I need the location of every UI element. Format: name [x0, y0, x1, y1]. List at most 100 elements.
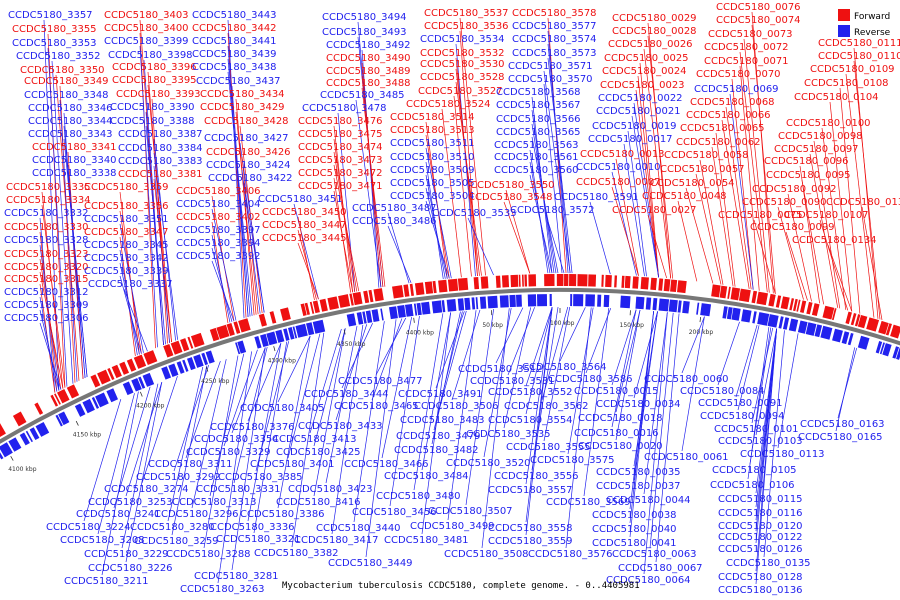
leader-line: [447, 310, 477, 521]
leader-line: [531, 136, 559, 274]
gene-label: CCDC5180_3506: [414, 401, 499, 412]
gene-label: CCDC5180_0135: [726, 558, 811, 569]
gene-labels: CCDC5180_3357 CCDC5180_3355 CCDC5180_3353 C…: [4, 2, 900, 596]
forward-gene: [187, 336, 194, 349]
gene-label: CCDC5180_3433: [298, 421, 383, 432]
leader-line: [421, 312, 452, 471]
legend: Forward Reverse: [838, 9, 891, 38]
forward-gene: [518, 274, 521, 287]
gene-label: CCDC5180_3563: [494, 140, 579, 151]
forward-gene: [170, 340, 183, 355]
reverse-gene: [731, 307, 741, 321]
leader-line: [629, 310, 655, 538]
forward-gene: [352, 291, 363, 306]
forward-gene: [854, 314, 861, 327]
gene-label: CCDC5180_3320: [4, 262, 89, 273]
gene-label: CCDC5180_3392: [176, 251, 261, 262]
leader-line: [729, 93, 754, 290]
gene-label: CCDC5180_3306: [4, 313, 89, 324]
leader-line: [59, 85, 76, 383]
leader-line: [777, 206, 804, 300]
forward-gene: [885, 323, 892, 336]
gene-label: CCDC5180_3559: [488, 536, 573, 547]
leader-line: [413, 313, 444, 491]
gene-label: CCDC5180_3383: [118, 156, 203, 167]
gene-label: CCDC5180_0068: [690, 97, 775, 108]
gene-label: CCDC5180_3263: [180, 584, 265, 595]
reverse-gene: [782, 317, 790, 330]
gene-label: CCDC5180_0101: [714, 424, 799, 435]
gene-label: CCDC5180_0110: [818, 51, 900, 62]
gene-label: CCDC5180_3566: [496, 114, 581, 125]
forward-gene: [624, 275, 631, 289]
reverse-gene: [832, 328, 843, 343]
leader-line: [325, 325, 358, 484]
leader-line: [145, 111, 164, 346]
gene-label: CCDC5180_0064: [606, 575, 691, 586]
leader-line: [277, 335, 311, 403]
forward-gene: [226, 323, 235, 336]
leader-line: [541, 306, 569, 401]
reverse-gene: [176, 361, 185, 374]
gene-label: CCDC5180_3574: [512, 34, 597, 45]
gene-label: CCDC5180_3402: [176, 212, 261, 223]
forward-gene: [238, 318, 251, 333]
leader-line: [525, 306, 553, 387]
reverse-gene: [682, 300, 690, 314]
gene-label: CCDC5180_3334: [6, 195, 91, 206]
gene-label: CCDC5180_3339: [84, 266, 169, 277]
gene-label: CCDC5180_3444: [304, 389, 389, 400]
leader-line: [721, 119, 750, 290]
gene-label: CCDC5180_3340: [32, 155, 117, 166]
leader-line: [97, 393, 135, 535]
reverse-gene: [19, 432, 30, 446]
genome-backbone: [0, 287, 900, 444]
reverse-gene: [441, 300, 446, 313]
forward-gene: [312, 300, 320, 314]
gene-label: CCDC5180_3386: [240, 509, 325, 520]
gene-label: CCDC5180_3484: [384, 471, 469, 482]
reverse-gene: [131, 377, 142, 392]
gene-label: CCDC5180_3344: [28, 116, 113, 127]
forward-gene: [866, 317, 880, 332]
gene-label: CCDC5180_3416: [276, 497, 361, 508]
reverse-gene: [0, 452, 4, 460]
scale-tick-label: 50 kbp: [482, 322, 503, 329]
gene-label: CCDC5180_0099: [750, 222, 835, 233]
reverse-gene: [254, 335, 262, 349]
leader-line: [387, 212, 410, 284]
reverse-gene: [29, 427, 40, 441]
gene-label: CCDC5180_3555: [506, 442, 591, 453]
gene-label: CCDC5180_0067: [618, 563, 703, 574]
gene-label: CCDC5180_3533: [432, 208, 517, 219]
leader-line: [437, 310, 467, 415]
gene-label: CCDC5180_0057: [660, 164, 745, 175]
leader-line: [633, 311, 658, 399]
gene-label: CCDC5180_3473: [298, 155, 383, 166]
reverse-gene: [205, 350, 215, 364]
gene-label: CCDC5180_0007: [576, 177, 661, 188]
gene-label: CCDC5180_3485: [320, 90, 405, 101]
gene-label: CCDC5180_0065: [680, 123, 765, 134]
reverse-gene: [431, 300, 443, 314]
forward-gene: [621, 275, 625, 288]
gene-label: CCDC5180_3359: [84, 182, 169, 193]
reverse-gene: [266, 331, 278, 346]
leader-line: [375, 317, 407, 376]
leader-line: [481, 308, 510, 549]
gene-label: CCDC5180_3576: [528, 549, 613, 560]
gene-label: CCDC5180_0024: [602, 66, 687, 77]
gene-label: CCDC5180_3524: [406, 99, 491, 110]
leader-line: [59, 99, 78, 382]
reverse-gene: [847, 332, 854, 346]
reverse-gene: [757, 312, 770, 326]
gene-label: CCDC5180_3565: [496, 127, 581, 138]
leader-line: [313, 328, 346, 497]
gene-label: CCDC5180_0062: [676, 137, 761, 148]
scale-tick: [699, 317, 702, 323]
gene-label: CCDC5180_0074: [716, 15, 801, 26]
leader-line: [297, 229, 317, 300]
gene-label: CCDC5180_3281: [194, 571, 279, 582]
reverse-gene: [58, 411, 70, 426]
leader-line: [583, 308, 610, 497]
